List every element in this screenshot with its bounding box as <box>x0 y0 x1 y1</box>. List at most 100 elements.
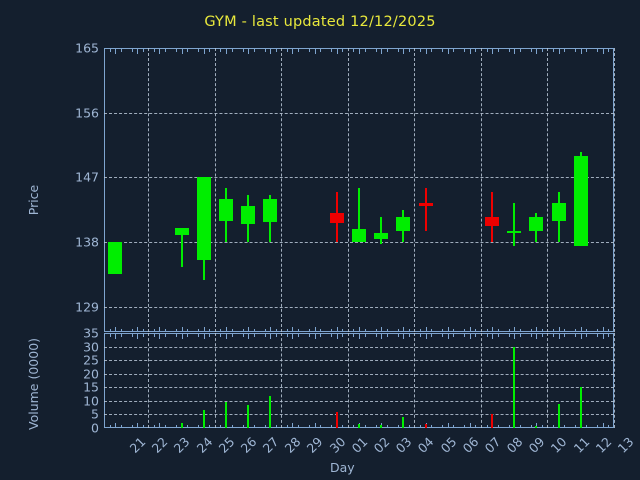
axis-tickmark <box>508 334 510 337</box>
axis-tickmark <box>253 49 255 52</box>
axis-tickmark <box>386 49 388 52</box>
axis-tickmark <box>159 329 161 332</box>
axis-tickmark <box>242 425 244 428</box>
axis-tickmark <box>597 49 599 52</box>
axis-tickmark <box>564 49 566 52</box>
axis-tickmark <box>486 425 488 428</box>
axis-tickmark <box>309 425 311 428</box>
axis-tickmark <box>497 329 499 332</box>
axis-tickmark <box>298 49 300 52</box>
price-tick-label: 165 <box>75 40 99 56</box>
axis-tickmark <box>131 49 133 52</box>
price-gridline-vertical <box>148 48 150 332</box>
axis-tickmark <box>375 425 377 428</box>
x-tick-label: 21 <box>126 434 149 456</box>
axis-tickmark <box>164 329 166 332</box>
axis-tickmark <box>597 334 599 337</box>
axis-tickmark <box>564 334 566 337</box>
volume-bar <box>269 395 272 428</box>
price-gridline-vertical <box>614 48 615 332</box>
axis-tickmark <box>209 425 211 428</box>
volume-bar <box>579 387 582 428</box>
axis-tickmark <box>331 329 333 332</box>
axis-tickmark <box>137 329 139 332</box>
axis-tickmark <box>425 334 427 337</box>
volume-tick-label: 0 <box>91 420 99 436</box>
axis-tickmark <box>153 334 155 337</box>
candle-body <box>485 216 500 227</box>
axis-tickmark <box>115 49 117 52</box>
axis-tickmark <box>364 49 366 52</box>
axis-tickmark <box>187 425 189 428</box>
volume-gridline <box>104 414 614 416</box>
axis-tickmark <box>386 334 388 337</box>
axis-tickmark <box>153 329 155 332</box>
axis-tickmark <box>602 425 604 428</box>
volume-gridline <box>104 360 614 362</box>
axis-tickmark <box>220 329 222 332</box>
axis-tickmark <box>419 329 421 332</box>
axis-tickmark <box>575 334 577 337</box>
price-gridline-vertical <box>480 48 482 332</box>
candle-body <box>396 216 411 232</box>
volume-tick-label: 25 <box>83 352 99 368</box>
axis-tickmark <box>475 334 477 337</box>
axis-tickmark <box>231 425 233 428</box>
axis-tickmark <box>586 425 588 428</box>
axis-tickmark <box>176 49 178 52</box>
axis-tickmark <box>381 334 383 337</box>
axis-tickmark <box>558 334 560 337</box>
x-axis-label: Day <box>330 460 355 475</box>
axis-tickmark <box>514 334 516 337</box>
x-tick-label: 04 <box>415 434 437 456</box>
axis-tickmark <box>353 49 355 52</box>
axis-tickmark <box>536 49 538 52</box>
candle-body <box>374 232 389 239</box>
candle-body <box>218 198 233 221</box>
axis-tickmark <box>353 334 355 337</box>
axis-tickmark <box>342 334 344 337</box>
axis-tickmark <box>198 334 200 337</box>
x-tick-label: 29 <box>304 434 326 456</box>
axis-tickmark <box>209 49 211 52</box>
axis-tickmark <box>375 329 377 332</box>
axis-tickmark <box>464 334 466 337</box>
axis-tickmark <box>231 49 233 52</box>
volume-bar <box>358 423 360 428</box>
volume-bar <box>335 412 338 428</box>
axis-tickmark <box>608 334 610 337</box>
axis-tickmark <box>120 425 122 428</box>
axis-tickmark <box>131 334 133 337</box>
axis-tickmark <box>320 49 322 52</box>
axis-tickmark <box>364 329 366 332</box>
axis-tickmark <box>530 425 532 428</box>
axis-tickmark <box>558 49 560 52</box>
axis-tickmark <box>270 334 272 337</box>
axis-tickmark <box>431 425 433 428</box>
volume-bar <box>224 402 227 428</box>
x-tick-label: 26 <box>237 434 260 456</box>
axis-tickmark <box>519 334 521 337</box>
axis-tickmark <box>541 329 543 332</box>
axis-tickmark <box>137 49 139 52</box>
volume-tick-label: 35 <box>83 325 99 341</box>
axis-tickmark <box>320 425 322 428</box>
axis-tickmark <box>309 334 311 337</box>
axis-tickmark <box>453 425 455 428</box>
price-tick-label: 156 <box>75 105 99 121</box>
axis-tickmark <box>181 329 183 332</box>
axis-tickmark <box>386 329 388 332</box>
axis-tickmark <box>486 329 488 332</box>
axis-tickmark <box>602 49 604 52</box>
axis-tickmark <box>220 334 222 337</box>
axis-tickmark <box>275 329 277 332</box>
axis-tickmark <box>253 329 255 332</box>
volume-gridline <box>104 387 614 389</box>
x-tick-label: 09 <box>525 434 548 456</box>
price-gridline-vertical <box>414 48 416 332</box>
x-tick-label: 12 <box>592 434 615 456</box>
axis-tickmark <box>359 329 360 332</box>
x-tick-label: 03 <box>392 434 415 456</box>
axis-tickmark <box>131 425 133 428</box>
chart-title: GYM - last updated 12/12/2025 <box>204 14 436 30</box>
